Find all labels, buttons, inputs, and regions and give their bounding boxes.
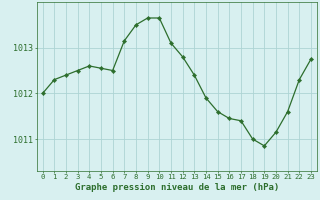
X-axis label: Graphe pression niveau de la mer (hPa): Graphe pression niveau de la mer (hPa) xyxy=(75,183,279,192)
